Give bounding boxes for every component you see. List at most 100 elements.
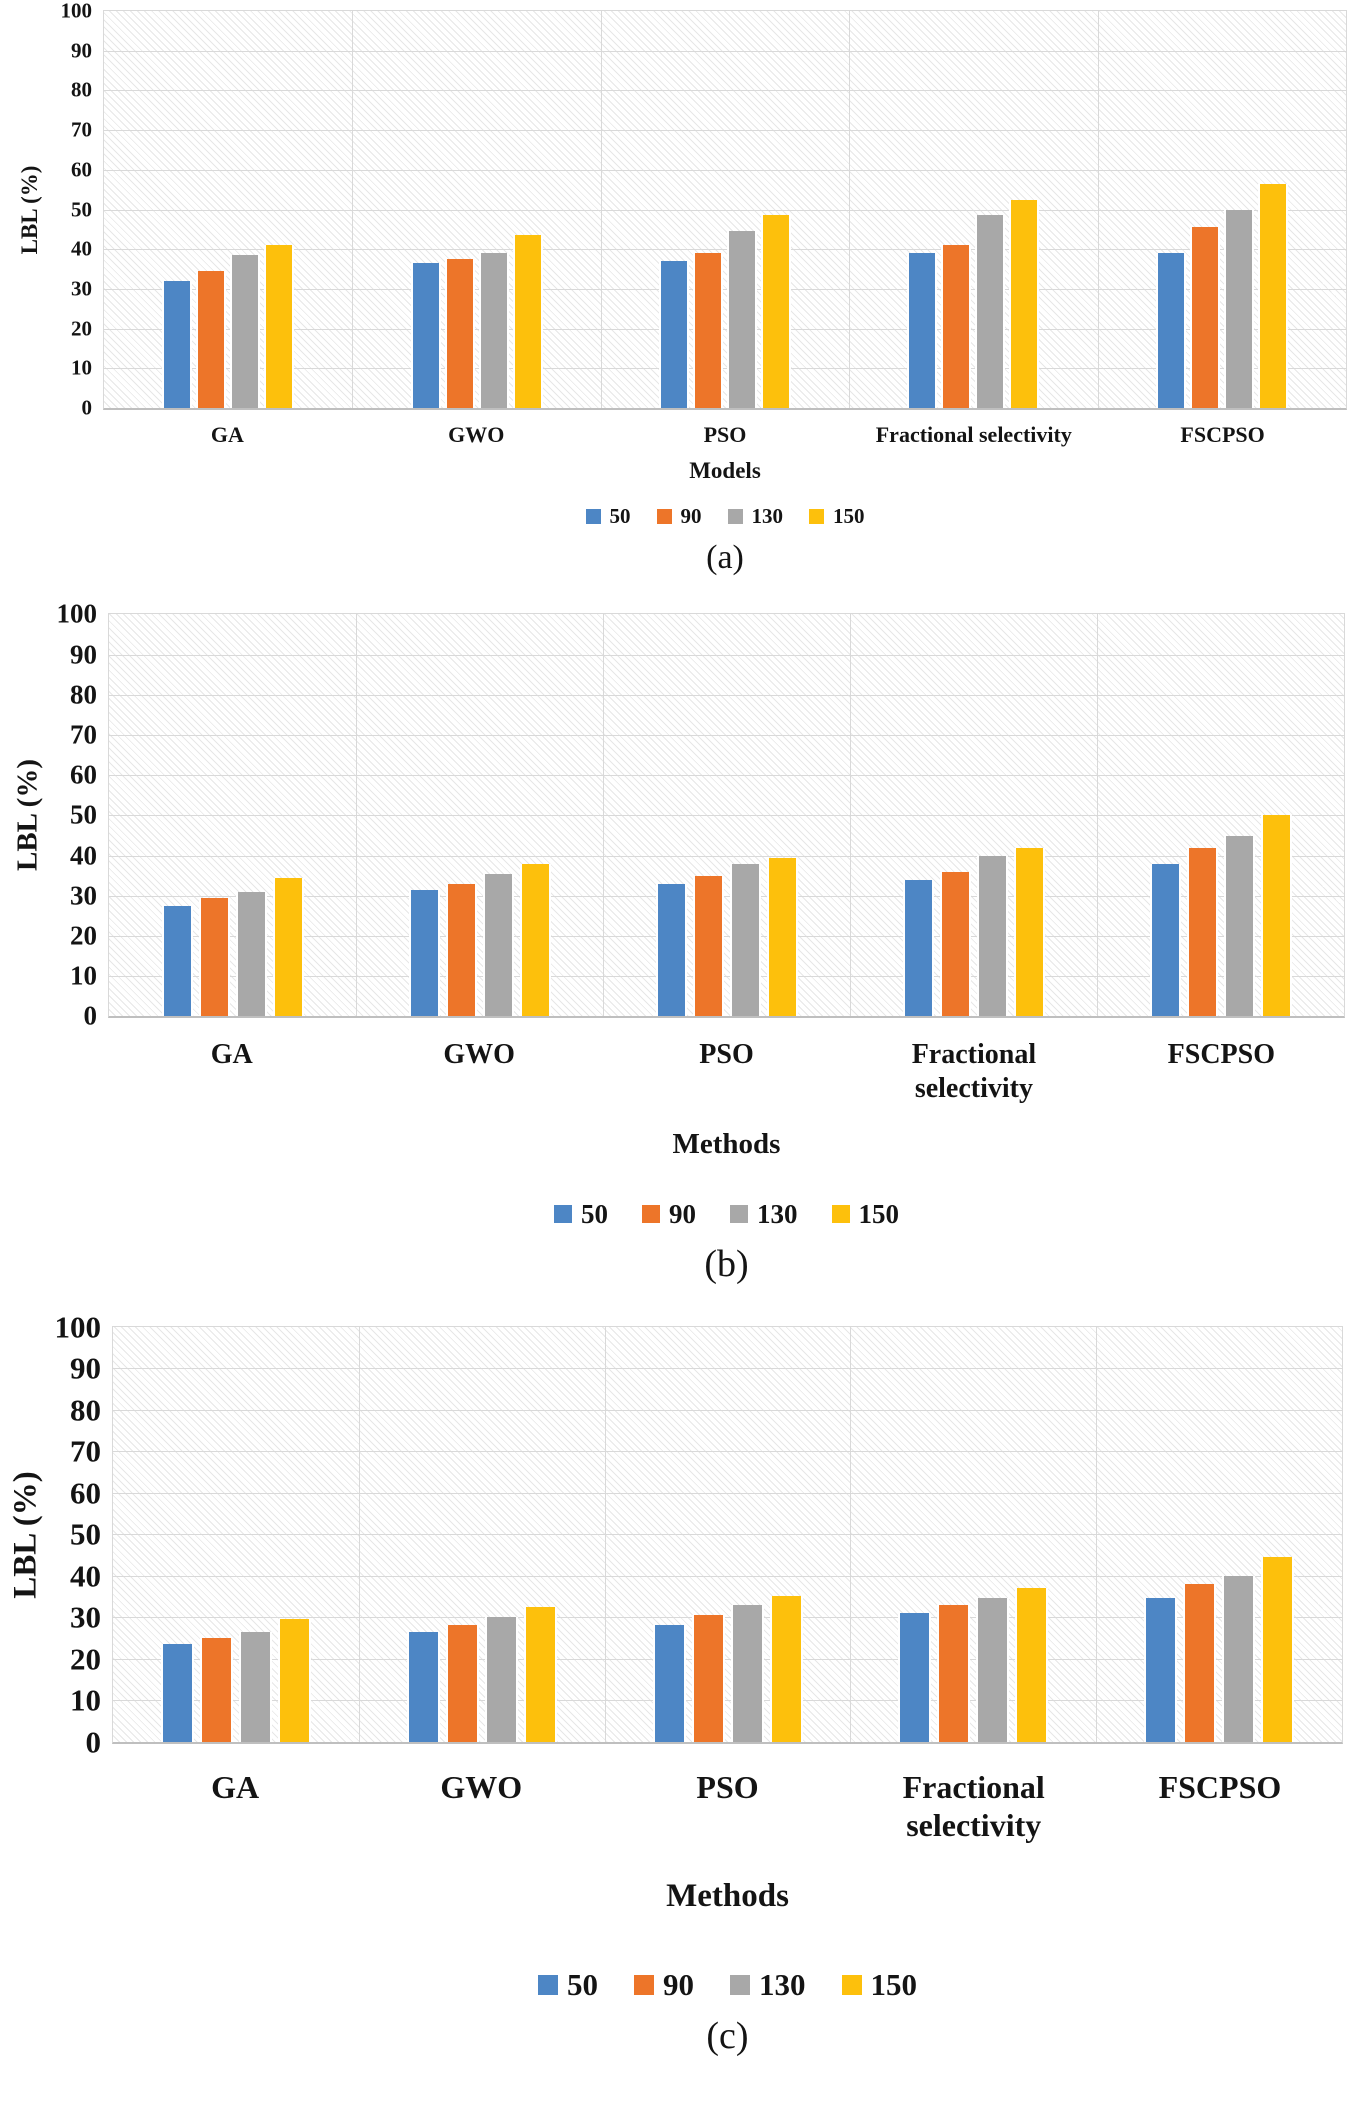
legend-label: 50 — [581, 1198, 608, 1229]
y-tick-label: 20 — [70, 1641, 101, 1677]
gridline — [603, 614, 604, 1017]
bar — [1017, 1588, 1047, 1742]
bar — [661, 261, 687, 408]
x-axis-labels: GA GWO PSO Fractional selectivity FSCPSO — [108, 1038, 1345, 1105]
chart-c: LBL (%) 0 10 20 30 40 50 60 70 80 90 100 GA GWO PSO F… — [0, 1311, 1355, 2059]
bar — [162, 1644, 192, 1742]
legend: 50 90 130 150 — [112, 1969, 1343, 2000]
bar — [978, 1598, 1008, 1742]
bar — [904, 879, 932, 1017]
bar — [484, 873, 512, 1017]
bar — [521, 863, 549, 1017]
bar — [447, 1625, 477, 1742]
plot-wrapper: 0 10 20 30 40 50 60 70 80 90 100 — [57, 600, 1345, 1029]
bar — [486, 1617, 516, 1742]
x-category-label: PSO — [696, 1768, 759, 1805]
legend-swatch — [642, 1205, 660, 1224]
bar — [694, 875, 722, 1017]
legend-swatch — [841, 1974, 862, 1995]
x-category-label: FSCPSO — [1167, 1039, 1275, 1071]
legend-label: 50 — [609, 504, 631, 529]
bar — [1225, 209, 1252, 408]
gridline — [356, 614, 357, 1017]
bar — [1191, 227, 1218, 408]
gridline — [109, 775, 1344, 777]
legend-item: 150 — [809, 506, 865, 527]
gridline — [850, 1326, 852, 1742]
gridline — [600, 11, 602, 408]
gridline — [358, 1326, 360, 1742]
bar — [514, 235, 541, 408]
chart-b: LBL (%) 0 10 20 30 40 50 60 70 80 90 100 GA GWO PSO F… — [0, 600, 1355, 1285]
y-axis-title: LBL (%) — [11, 759, 44, 872]
legend-item: 150 — [841, 1969, 917, 2000]
y-tick-label: 70 — [70, 719, 97, 750]
gridline — [109, 654, 1344, 656]
y-tick-label: 0 — [81, 395, 93, 420]
legend-label: 150 — [858, 1198, 900, 1229]
gridline — [109, 694, 1344, 696]
legend-item: 130 — [727, 504, 784, 529]
gridline — [113, 1658, 1342, 1660]
gridline — [849, 11, 851, 408]
legend-item: 130 — [730, 1200, 798, 1228]
y-tick-label: 80 — [71, 77, 92, 102]
bar — [771, 1596, 801, 1742]
y-tick-label: 90 — [71, 38, 92, 63]
legend-swatch — [730, 1974, 750, 1995]
y-tick-label: 80 — [70, 1392, 101, 1428]
legend-label: 90 — [663, 1967, 694, 2003]
bar — [1188, 847, 1216, 1017]
legend-swatch — [831, 1205, 850, 1224]
bar — [412, 263, 439, 408]
bar — [978, 855, 1006, 1017]
y-tick-label: 50 — [70, 1516, 101, 1552]
x-category-label: GWO — [448, 422, 505, 447]
x-axis-title: Methods — [672, 1127, 781, 1160]
gridline — [352, 11, 354, 408]
gridline — [1097, 11, 1099, 408]
y-tick-label: 70 — [71, 117, 92, 142]
y-tick-label: 80 — [70, 679, 97, 710]
gridline — [104, 90, 1346, 92]
chart-caption: (c) — [706, 2015, 749, 2058]
legend-label: 130 — [751, 504, 784, 529]
bar — [1185, 1583, 1215, 1742]
bar — [1224, 1575, 1254, 1742]
plot-wrapper: 0 10 20 30 40 50 60 70 80 90 100 — [61, 0, 1347, 418]
y-tick-label: 90 — [70, 639, 97, 670]
bar — [408, 1631, 438, 1742]
bar — [654, 1625, 684, 1742]
y-tick-label: 30 — [70, 880, 97, 911]
x-category-label: GA — [210, 1039, 253, 1071]
y-tick-label: 100 — [56, 598, 98, 629]
y-axis-title: LBL (%) — [7, 1470, 44, 1599]
bar — [900, 1612, 930, 1742]
gridline — [104, 249, 1346, 251]
legend-swatch — [554, 1205, 572, 1224]
bar — [1157, 253, 1184, 408]
bar — [763, 215, 789, 408]
x-category-label: GA — [210, 422, 244, 447]
bar — [447, 883, 475, 1017]
bar — [237, 891, 265, 1017]
x-axis-title: Models — [689, 458, 761, 484]
legend-swatch — [730, 1205, 748, 1224]
y-tick-label: 60 — [70, 759, 97, 790]
bar — [943, 245, 970, 408]
legend-swatch — [538, 1974, 558, 1995]
y-tick-label: 70 — [70, 1433, 101, 1469]
bar — [279, 1619, 309, 1742]
bar — [525, 1606, 555, 1742]
y-tick-label: 40 — [71, 236, 92, 261]
legend-swatch — [656, 509, 672, 525]
bar — [446, 259, 473, 408]
gridline — [104, 209, 1346, 211]
legend-label: 130 — [759, 1967, 806, 2003]
legend-label: 150 — [833, 504, 865, 529]
legend-item: 50 — [554, 1198, 608, 1229]
x-axis-title: Methods — [666, 1878, 789, 1915]
bar — [768, 857, 796, 1017]
x-category-label: PSO — [699, 1039, 754, 1071]
bar — [164, 280, 191, 408]
